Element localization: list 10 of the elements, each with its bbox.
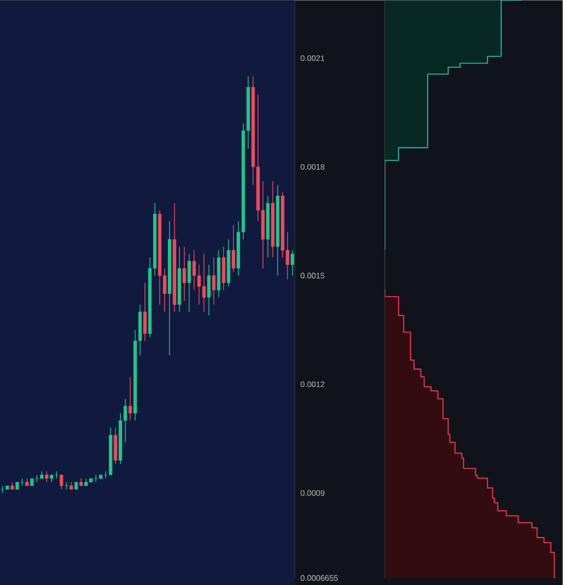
candlestick bbox=[60, 474, 64, 490]
candlestick bbox=[232, 224, 236, 272]
candlestick bbox=[290, 250, 294, 276]
candlestick bbox=[45, 470, 49, 483]
candlestick bbox=[143, 282, 147, 342]
candlestick bbox=[207, 264, 211, 316]
candlestick bbox=[128, 376, 132, 421]
candlestick bbox=[188, 253, 192, 312]
candlestick bbox=[182, 246, 186, 302]
candlestick bbox=[212, 257, 216, 305]
